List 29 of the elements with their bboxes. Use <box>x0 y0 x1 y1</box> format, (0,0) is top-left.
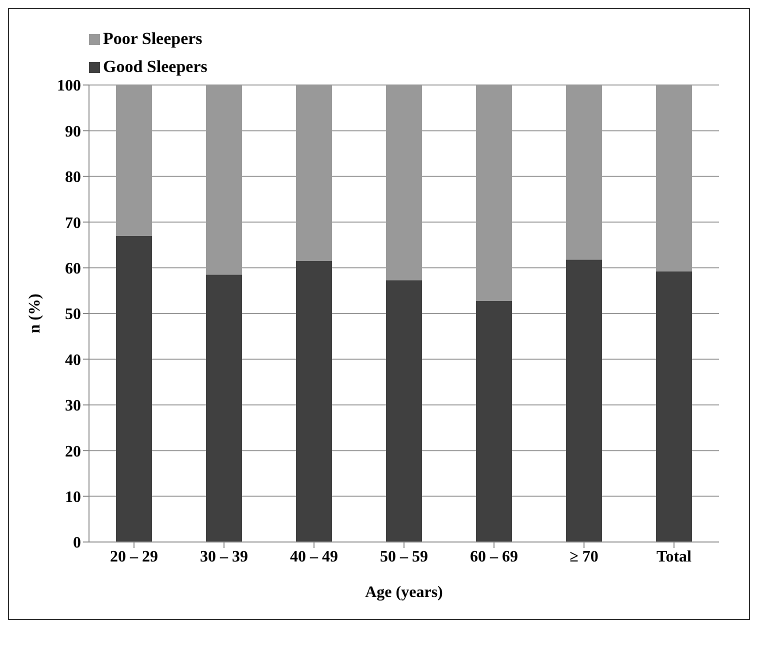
x-tick-label: 30 – 39 <box>200 548 248 566</box>
bar <box>656 271 692 542</box>
x-tick-label: 50 – 59 <box>380 548 428 566</box>
x-tick-label: Total <box>656 548 692 566</box>
bar <box>566 260 602 542</box>
bar <box>296 260 332 542</box>
x-axis-title: Age (years) <box>365 584 443 601</box>
y-tick-label: 90 <box>65 123 81 140</box>
legend-label: Good Sleepers <box>103 57 208 77</box>
bar <box>386 280 422 542</box>
y-tick-label: 40 <box>65 352 81 369</box>
x-tick-label: ≥ 70 <box>570 548 598 566</box>
bar <box>116 236 152 542</box>
x-tick-label: 40 – 49 <box>290 548 338 566</box>
y-tick-label: 0 <box>73 534 81 552</box>
y-axis-title: n (%) <box>26 294 44 334</box>
y-tick-label: 100 <box>57 78 81 95</box>
y-tick-label: 70 <box>65 214 81 232</box>
legend-label: Poor Sleepers <box>103 29 202 49</box>
y-tick-label: 30 <box>65 398 81 415</box>
y-tick-label: 20 <box>65 443 81 460</box>
x-tick-label: 60 – 69 <box>470 548 518 566</box>
bar <box>206 274 242 542</box>
y-tick-label: 60 <box>65 260 81 278</box>
y-tick-label: 80 <box>65 169 81 186</box>
y-tick-label: 10 <box>65 488 81 506</box>
y-tick-label: 50 <box>65 306 81 324</box>
bar <box>476 300 512 542</box>
x-tick-label: 20 – 29 <box>110 548 158 566</box>
